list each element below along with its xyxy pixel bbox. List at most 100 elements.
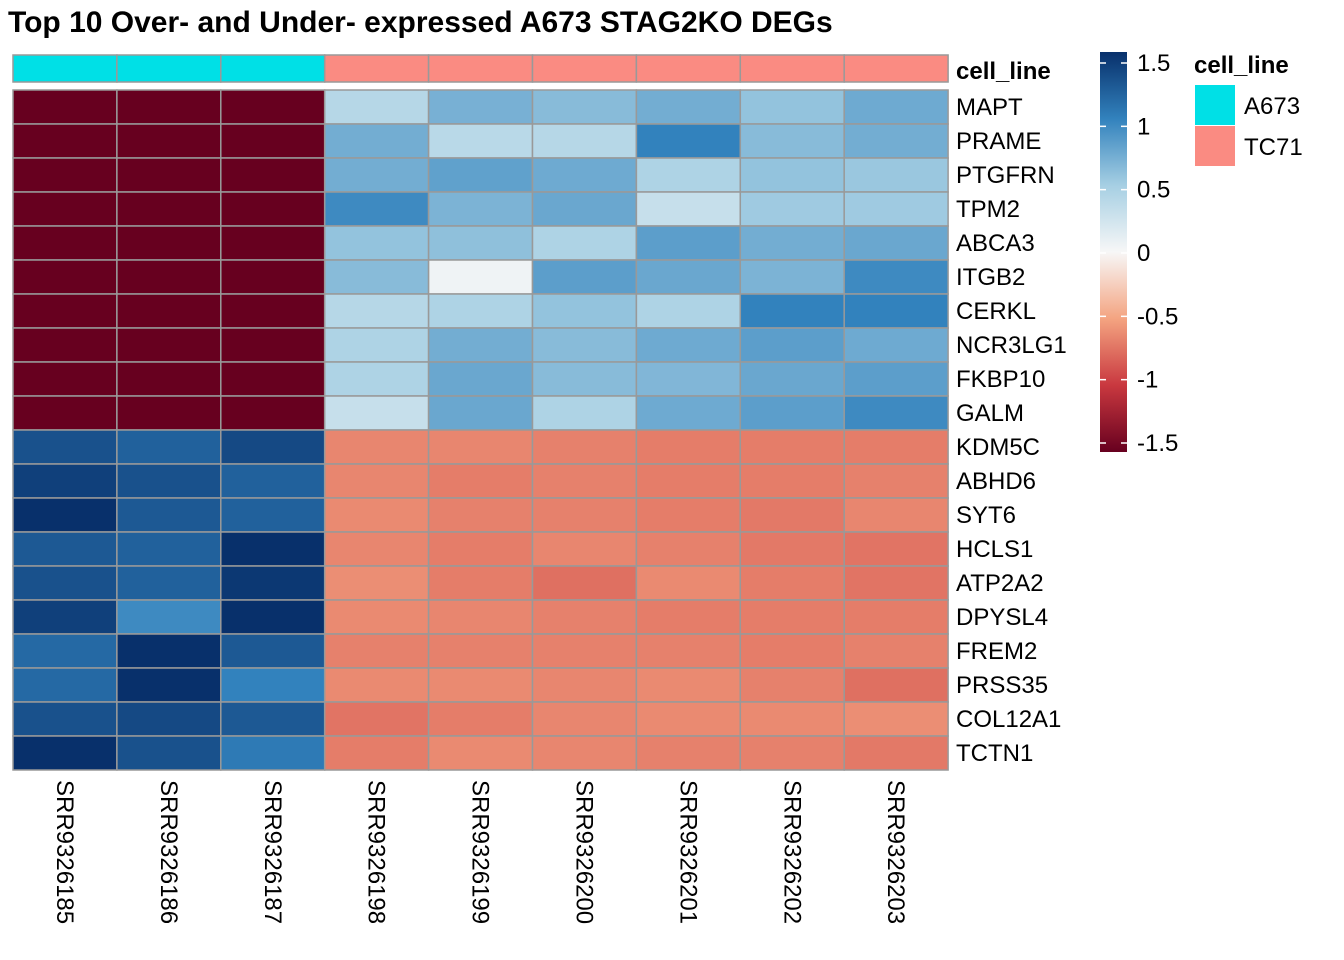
heatmap-cell bbox=[739, 531, 845, 567]
color-scale-ticks: 1.5 1 0.5 0 -0.5 -1 -1.5 bbox=[1100, 50, 1178, 457]
heatmap-cell bbox=[12, 225, 118, 261]
row-label: CERKL bbox=[956, 298, 1036, 325]
color-scale-tick-label: 1 bbox=[1137, 113, 1150, 140]
annotation-legend-title: cell_line bbox=[1194, 52, 1289, 79]
heatmap-cell bbox=[635, 395, 742, 431]
column-labels: SRR9326185 SRR9326186 SRR9326187 SRR9326198… bbox=[51, 780, 909, 924]
heatmap-cell bbox=[427, 157, 534, 193]
heatmap-cell bbox=[116, 701, 222, 737]
heatmap-cell bbox=[12, 157, 118, 193]
heatmap-cell bbox=[220, 531, 326, 567]
annotation-cell bbox=[116, 54, 222, 83]
heatmap-cell bbox=[427, 429, 534, 465]
heatmap-cell bbox=[220, 259, 326, 295]
color-scale-bar bbox=[1100, 52, 1127, 452]
heatmap-cell bbox=[427, 565, 534, 601]
row-label: SYT6 bbox=[956, 502, 1016, 529]
row-label: ATP2A2 bbox=[956, 570, 1044, 597]
annotation-legend-label: TC71 bbox=[1244, 134, 1303, 161]
heatmap-cell bbox=[220, 565, 326, 601]
heatmap-cell bbox=[116, 599, 222, 635]
heatmap-cell bbox=[739, 327, 845, 363]
heatmap-cell bbox=[531, 361, 638, 397]
heatmap-cell bbox=[116, 293, 222, 329]
heatmap-cell bbox=[12, 735, 118, 771]
color-scale-legend: 1.5 1 0.5 0 -0.5 -1 -1.5 bbox=[1100, 50, 1178, 457]
heatmap-cell bbox=[531, 735, 638, 771]
heatmap-cell bbox=[323, 225, 430, 261]
heatmap-cell bbox=[12, 463, 118, 499]
row-label: MAPT bbox=[956, 94, 1023, 121]
annotation-cell bbox=[220, 54, 326, 83]
heatmap-cell bbox=[220, 599, 326, 635]
heatmap-cell bbox=[12, 599, 118, 635]
heatmap-cell bbox=[116, 667, 222, 703]
row-label: PRAME bbox=[956, 128, 1041, 155]
heatmap-cell bbox=[12, 701, 118, 737]
annotation-cell bbox=[531, 54, 638, 83]
heatmap-cell bbox=[12, 565, 118, 601]
heatmap-cell bbox=[531, 395, 638, 431]
row-label: ABCA3 bbox=[956, 230, 1035, 257]
heatmap-cell bbox=[739, 667, 845, 703]
heatmap-cell bbox=[427, 123, 534, 159]
heatmap-cell bbox=[843, 225, 949, 261]
column-label: SRR9326187 bbox=[259, 780, 286, 924]
heatmap-cell bbox=[843, 327, 949, 363]
heatmap-cell bbox=[635, 735, 742, 771]
column-label: SRR9326201 bbox=[674, 780, 701, 924]
heatmap-cell bbox=[531, 259, 638, 295]
heatmap-cell bbox=[116, 565, 222, 601]
heatmap-cell bbox=[323, 667, 430, 703]
heatmap-cell bbox=[531, 531, 638, 567]
column-label: SRR9326200 bbox=[570, 780, 597, 924]
heatmap-cell bbox=[427, 701, 534, 737]
heatmap-cell bbox=[843, 123, 949, 159]
heatmap-cell bbox=[843, 735, 949, 771]
annotation-bar bbox=[12, 54, 949, 83]
heatmap-cell bbox=[220, 293, 326, 329]
heatmap-cell bbox=[427, 89, 534, 125]
heatmap-cell bbox=[531, 463, 638, 499]
color-scale-tick-label: 1.5 bbox=[1137, 50, 1170, 77]
heatmap-cell bbox=[843, 259, 949, 295]
column-label: SRR9326202 bbox=[778, 780, 805, 924]
heatmap-cell bbox=[12, 327, 118, 363]
row-label: PTGFRN bbox=[956, 162, 1055, 189]
heatmap-cell bbox=[739, 735, 845, 771]
row-label: HCLS1 bbox=[956, 536, 1033, 563]
heatmap-cell bbox=[635, 599, 742, 635]
heatmap-cell bbox=[635, 327, 742, 363]
heatmap-cell bbox=[116, 259, 222, 295]
heatmap-cell bbox=[843, 429, 949, 465]
heatmap-cell bbox=[116, 463, 222, 499]
heatmap-cell bbox=[116, 633, 222, 669]
color-scale-tick-label: -0.5 bbox=[1137, 303, 1178, 330]
annotation-legend-swatch bbox=[1195, 126, 1235, 166]
annotation-cell bbox=[843, 54, 949, 83]
row-label: PRSS35 bbox=[956, 672, 1048, 699]
column-label: SRR9326198 bbox=[363, 780, 390, 924]
heatmap-cell bbox=[220, 327, 326, 363]
heatmap-cell bbox=[323, 531, 430, 567]
heatmap-cell bbox=[531, 123, 638, 159]
heatmap-cell bbox=[635, 667, 742, 703]
heatmap-cell bbox=[116, 497, 222, 533]
heatmap-cell bbox=[116, 191, 222, 227]
heatmap-cell bbox=[531, 89, 638, 125]
heatmap-cell bbox=[843, 667, 949, 703]
heatmap-cell bbox=[220, 463, 326, 499]
heatmap-cell bbox=[635, 531, 742, 567]
heatmap-cell bbox=[323, 259, 430, 295]
annotation-cell bbox=[635, 54, 742, 83]
heatmap-cell bbox=[635, 191, 742, 227]
heatmap-cell bbox=[12, 123, 118, 159]
heatmap-cell bbox=[220, 191, 326, 227]
heatmap-cell bbox=[427, 735, 534, 771]
heatmap-cell bbox=[323, 191, 430, 227]
column-label: SRR9326199 bbox=[467, 780, 494, 924]
heatmap-cell bbox=[739, 633, 845, 669]
heatmap-cell bbox=[116, 429, 222, 465]
heatmap-cell bbox=[12, 531, 118, 567]
heatmap-cell bbox=[220, 701, 326, 737]
